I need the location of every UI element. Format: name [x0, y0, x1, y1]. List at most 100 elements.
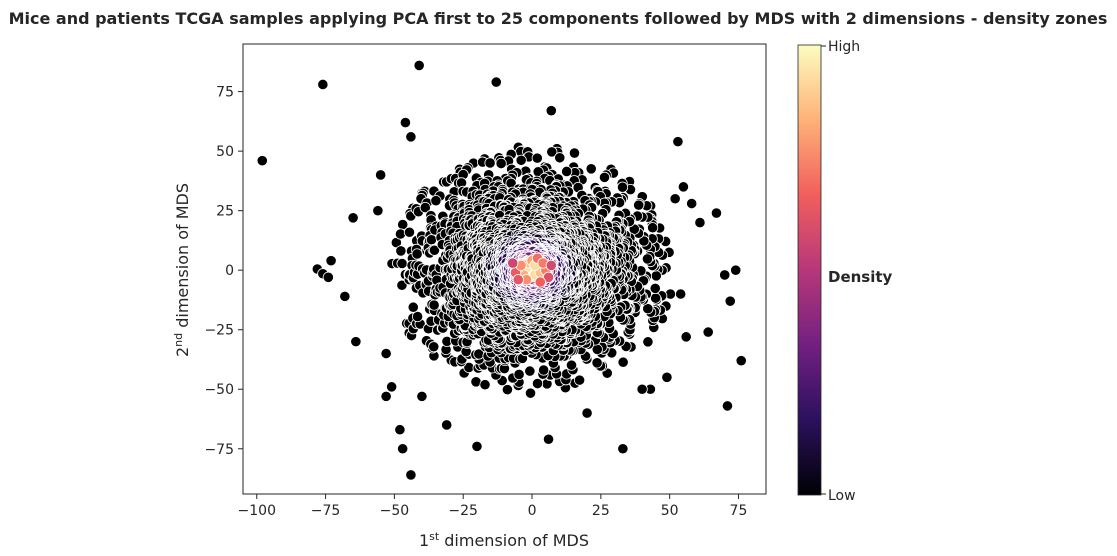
- data-point: [730, 264, 742, 276]
- x-tick-label: −100: [238, 503, 276, 519]
- data-point: [495, 157, 507, 170]
- data-point: [650, 270, 662, 282]
- data-point: [484, 157, 496, 169]
- data-point: [386, 381, 398, 393]
- data-point: [617, 443, 629, 455]
- data-point: [405, 469, 417, 481]
- data-point: [512, 274, 524, 286]
- data-point: [642, 303, 654, 315]
- data-point: [641, 253, 654, 265]
- data-point: [490, 76, 502, 88]
- data-point: [542, 433, 555, 445]
- data-point: [524, 387, 537, 399]
- data-point: [396, 257, 408, 270]
- data-point: [428, 341, 440, 353]
- data-point: [686, 197, 698, 210]
- data-point: [675, 288, 687, 300]
- data-points: [256, 59, 747, 481]
- data-point: [702, 326, 714, 338]
- data-point: [636, 383, 648, 395]
- data-point: [721, 400, 734, 412]
- data-point: [591, 357, 603, 369]
- data-point: [598, 171, 611, 183]
- data-point: [428, 299, 440, 311]
- data-point: [322, 271, 334, 283]
- y-tick-label: −75: [204, 442, 234, 458]
- data-point: [531, 152, 543, 164]
- data-point: [617, 356, 629, 368]
- data-point: [573, 374, 586, 386]
- data-point: [513, 368, 525, 381]
- y-tick-label: 0: [225, 263, 234, 279]
- x-tick-label: −50: [380, 503, 410, 519]
- data-point: [425, 234, 438, 246]
- data-point: [419, 201, 431, 214]
- colorbar-low-label: Low: [828, 488, 856, 504]
- data-point: [672, 136, 684, 148]
- data-point: [471, 440, 483, 452]
- data-point: [524, 365, 536, 377]
- data-point: [719, 269, 731, 281]
- data-point: [531, 377, 544, 390]
- data-point: [554, 152, 566, 164]
- data-point: [399, 116, 412, 129]
- data-point: [694, 216, 706, 229]
- data-point: [325, 255, 337, 267]
- data-point: [397, 443, 409, 455]
- data-point: [647, 222, 659, 234]
- y-axis-ticks: −75 −50 −25 0 25 50 75: [204, 85, 243, 458]
- data-point: [416, 390, 428, 402]
- y-tick-label: −50: [204, 382, 234, 398]
- data-point: [542, 271, 555, 283]
- data-point: [441, 419, 453, 431]
- data-point: [642, 336, 654, 348]
- data-point: [545, 105, 557, 117]
- data-point: [515, 154, 527, 166]
- data-point: [507, 257, 519, 269]
- data-point: [633, 199, 645, 211]
- plot-frame: [242, 43, 767, 495]
- data-point: [407, 301, 419, 313]
- data-point: [650, 292, 662, 304]
- y-tick-label: −25: [204, 323, 234, 339]
- data-point: [350, 336, 362, 348]
- data-point: [430, 195, 442, 207]
- data-point: [411, 248, 423, 260]
- data-point: [375, 169, 387, 181]
- data-point: [380, 390, 392, 402]
- data-point: [413, 59, 425, 72]
- data-point: [428, 244, 441, 256]
- data-point: [680, 331, 692, 343]
- colorbar-high-label: High: [828, 39, 860, 55]
- data-point: [479, 379, 491, 391]
- x-tick-label: −75: [311, 503, 341, 519]
- data-point: [534, 276, 546, 288]
- data-point: [403, 226, 416, 238]
- data-point: [638, 235, 650, 247]
- data-point: [581, 407, 593, 419]
- y-tick-label: 50: [216, 144, 234, 160]
- x-axis-ticks: −100 −75 −50 −25 0 25 50 75: [238, 494, 747, 519]
- data-point: [501, 384, 514, 396]
- data-point: [394, 228, 407, 240]
- data-point: [405, 131, 417, 143]
- data-point: [677, 181, 690, 193]
- data-point: [347, 212, 359, 224]
- data-point: [546, 146, 558, 158]
- data-point: [669, 193, 681, 205]
- data-point: [724, 295, 736, 307]
- data-point: [661, 371, 673, 383]
- data-point: [735, 355, 747, 367]
- data-point: [317, 78, 329, 91]
- data-point: [561, 165, 573, 178]
- data-point: [339, 290, 351, 302]
- x-tick-label: 50: [661, 503, 679, 519]
- data-point: [372, 205, 384, 217]
- data-point: [395, 245, 407, 257]
- x-tick-label: 25: [592, 503, 610, 519]
- data-point: [710, 207, 723, 219]
- colorbar: [797, 44, 822, 496]
- y-axis-label: 2nd dimension of MDS: [172, 183, 193, 357]
- data-point: [568, 147, 581, 159]
